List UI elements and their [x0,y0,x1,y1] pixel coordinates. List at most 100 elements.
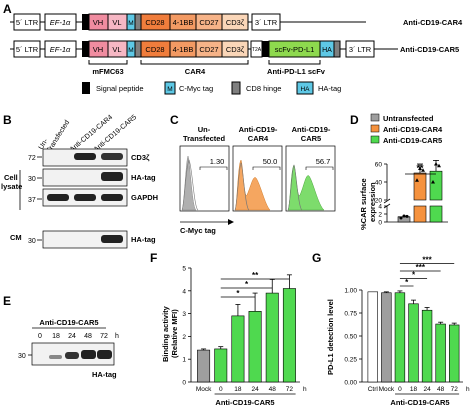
promoter-box [44,40,77,58]
band-gapdh-3 [101,194,123,201]
bar [394,292,406,383]
g-xgroup: Anti-CD19-CAR5 [390,398,449,407]
d-ylabel-2: expression [368,182,377,222]
flow-title-1a: Un- [198,125,211,134]
vh-label: VH [93,18,103,27]
ltr3-label: 3´ LTR [255,18,278,27]
d-bar-upper [413,172,427,201]
d-tick-label: 60 [375,162,383,169]
xtick-label: 24 [251,386,259,393]
band-ha-car5 [101,172,123,181]
cd27-label: CD27 [199,18,218,27]
e-time-48: 48 [84,333,92,340]
d-point [431,180,435,184]
f-ylabel-1: Binding activity [161,305,170,362]
e-band-18 [49,355,62,359]
car4-name: Anti-CD19-CAR4 [403,18,463,27]
promoter-label: EF-1α [50,18,71,27]
panel-a-legend: Signal peptide M C-Myc tag CD8 hinge HA … [82,81,341,95]
ytick-label: 2 [182,334,186,341]
e-time-0: 0 [38,333,42,340]
panel-e-letter: E [3,294,11,308]
e-blot [31,342,115,366]
d-point [402,214,406,218]
e-time-unit: h [115,333,119,340]
d-bar-lower [429,205,443,223]
ytick-label: 1.00 [344,288,357,295]
e-band-48 [81,350,96,359]
construct-brackets [88,60,321,65]
legend-d-car4: Anti-CD19-CAR4 [383,125,443,134]
e-band-72 [97,350,112,359]
vl-label: VL [112,18,121,27]
blot-cd3z [42,148,128,167]
ytick-label: 0 [182,380,186,387]
bar [248,311,262,383]
d-point [418,166,422,170]
bar [231,315,245,383]
g-ylabel: PD-L1 detection level [326,299,335,375]
legend-d-untransfected-swatch [370,113,380,122]
panel-f-letter: F [150,251,157,265]
legend-cd8-swatch [231,81,241,95]
d-ylabel-1: %CAR surface [359,178,368,230]
xtick-label: Ctrl [368,386,379,393]
xtick-label: 18 [234,386,242,393]
blot-label-gapdh: GAPDH [131,193,158,202]
cd3z-box [221,40,249,58]
cd8-hinge-box [134,40,142,58]
flow-title-3b: CAR5 [301,134,321,143]
d-tick-label: 20 [375,198,383,205]
signal-peptide-2 [262,41,269,57]
ytick-label: 0.50 [344,334,357,341]
bracket-anti-pdl1: Anti-PD-L1 scFv [267,67,326,76]
blot-ha-lysate [42,168,128,187]
marker-37: 37 [28,197,36,204]
panel-b-letter: B [3,113,12,127]
sig-star: * [412,271,416,280]
bar [282,288,296,383]
promoter-box [44,13,77,31]
myc-tag-label: M [128,20,133,27]
d-tick-label: 4 [378,204,382,211]
bar [408,303,419,383]
ytick-label: 3 [182,311,186,318]
legend-cd8-label: CD8 hinge [246,84,281,93]
band-gapdh-1 [47,194,69,201]
xtick-label: Mock [196,386,212,393]
ltr5-box [13,40,41,58]
sig-star: * [245,280,249,289]
xtick-label: 0 [398,386,402,393]
cd3z-label: CD3ζ [226,45,245,54]
ltr3-label: 3´ LTR [349,45,372,54]
cd8-hinge-box-2 [333,40,341,58]
ytick-label: 4 [182,288,186,295]
group-cell-lysate-1: Cell [4,173,18,182]
xunit-label: h [466,386,470,393]
bar [265,292,279,383]
flow-title-3a: Anti-CD19- [292,125,331,134]
cd3z-label: CD3ζ [226,18,245,27]
41bb-label: 4-1BB [173,18,194,27]
d-tick-label: 2 [378,212,382,219]
ltr5-box [13,13,41,31]
cd28-label: CD28 [145,45,164,54]
sig-star: * [236,289,240,298]
panel-d-bars [397,159,443,223]
band-ha-cm-car5 [101,235,123,243]
car4-construct: 5´ LTR EF-1α VH VL M CD28 4-1BB CD27 CD3… [10,13,366,31]
ltr5-label: 5´ LTR [16,18,39,27]
d-tick-label: 40 [375,180,383,187]
e-marker: 30 [18,353,26,360]
f-ylabel-2: (Relative MFI) [170,309,179,358]
d-bar-upper [429,170,443,201]
flow-arrowhead [228,219,234,225]
bar [435,323,446,383]
d-break-mark [383,198,391,204]
legend-d-untransfected: Untransfected [383,114,434,123]
panel-d-letter: D [350,113,359,127]
car5-name: Anti-CD19-CAR5 [400,45,459,54]
d-significance: ** [416,163,424,173]
